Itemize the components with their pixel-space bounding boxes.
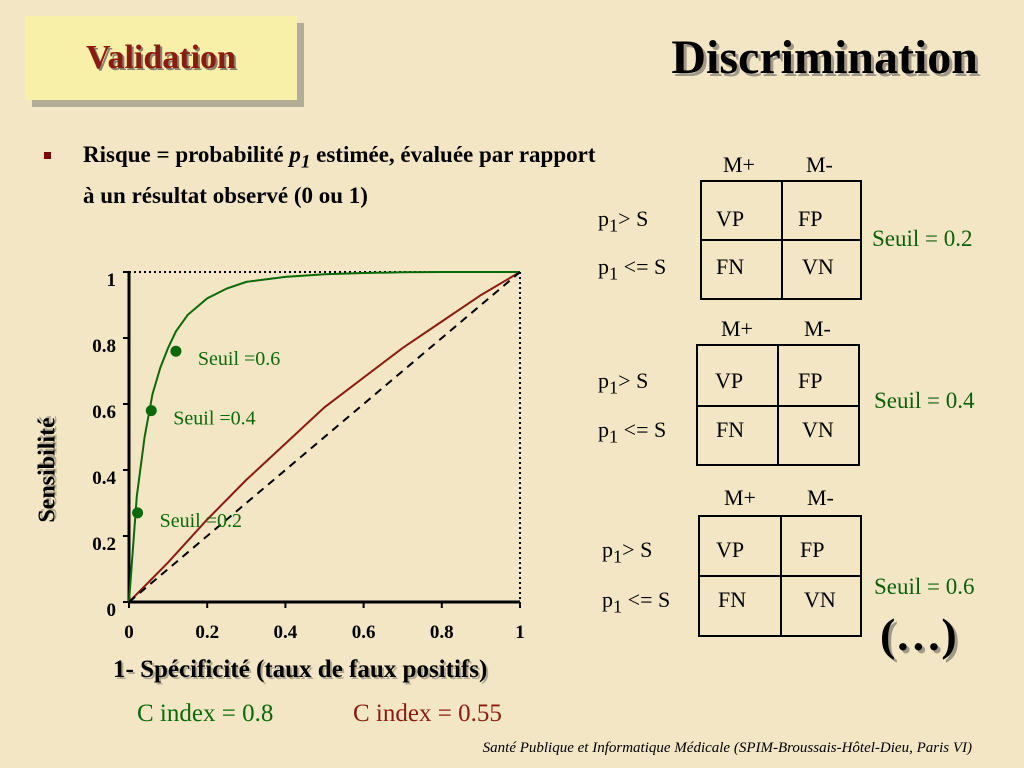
- bullet-square-icon: [44, 152, 51, 159]
- x-tick-label: 1: [515, 622, 525, 643]
- matrix-row-2: p1 <= S: [598, 417, 667, 447]
- matrix-row-1: p1> S: [598, 368, 649, 398]
- y-tick-label: 0.6: [92, 402, 116, 423]
- x-tick-label: 0.4: [274, 622, 298, 643]
- slide-title: Discrimination: [671, 31, 978, 84]
- matrix-row-1: p1> S: [602, 537, 653, 567]
- seuil-label-1: Seuil = 0.2: [872, 226, 973, 251]
- bullet-var-sub: 1: [300, 151, 311, 173]
- bullet-var: p: [289, 142, 301, 167]
- matrix-row-2: p1 <= S: [598, 254, 667, 284]
- threshold-label: Seuil =0.6: [198, 348, 280, 370]
- cell-vp: VP: [716, 206, 745, 231]
- threshold-point: [170, 345, 182, 357]
- threshold-label: Seuil =0.4: [173, 408, 255, 430]
- threshold-point: [145, 405, 157, 417]
- y-tick-label: 0.8: [92, 336, 116, 357]
- cell-vn: VN: [802, 254, 834, 279]
- threshold-label: Seuil =0.2: [160, 510, 242, 532]
- ellipsis-text: (…): [880, 609, 957, 660]
- series-line-0: [128, 271, 520, 603]
- series-line-2: [128, 271, 521, 603]
- confusion-matrix-2: M+ M- p1> S p1 <= S VP FP FN VN: [598, 314, 1018, 474]
- cell-vp: VP: [715, 368, 744, 393]
- cell-fp: FP: [798, 368, 823, 393]
- cell-vp: VP: [716, 537, 745, 562]
- matrix-col-pos: M+: [724, 485, 756, 510]
- cell-fn: FN: [716, 254, 745, 279]
- matrix-grid: [700, 180, 862, 300]
- c-index-red: C index = 0.55: [353, 700, 502, 727]
- matrix-col-neg: M-: [804, 316, 831, 341]
- section-badge-label: Validation: [86, 39, 236, 76]
- x-tick-label: 0.8: [430, 622, 454, 643]
- x-tick-label: 0.2: [195, 622, 219, 643]
- x-tick-label: 0.6: [352, 622, 376, 643]
- y-axis-label: Sensibilité: [34, 417, 61, 523]
- cell-fn: FN: [716, 417, 745, 442]
- y-tick-label: 0.4: [92, 468, 116, 489]
- matrix-col-neg: M-: [807, 485, 834, 510]
- matrix-col-pos: M+: [721, 316, 753, 341]
- confusion-matrix-1: M+ M- p1> S p1 <= S VP FP FN VN: [598, 150, 1018, 310]
- y-tick-label: 0.2: [92, 534, 116, 555]
- footer-credit: Santé Publique et Informatique Médicale …: [482, 740, 972, 756]
- matrix-col-neg: M-: [806, 152, 833, 177]
- confusion-matrix-3: M+ M- p1> S p1 <= S VP FP FN VN: [600, 485, 1020, 645]
- x-tick-label: 0: [124, 622, 134, 643]
- x-axis-label: 1- Spécificité (taux de faux positifs): [113, 656, 488, 683]
- seuil-label-3: Seuil = 0.6: [874, 574, 975, 599]
- bullet-prefix: Risque = probabilité: [83, 142, 290, 167]
- bullet-text: Risque = probabilité p1 estimée, évaluée…: [83, 138, 603, 212]
- cell-fp: FP: [800, 537, 825, 562]
- cell-vn: VN: [802, 417, 834, 442]
- y-tick-label: 1: [107, 270, 117, 291]
- c-index-green: C index = 0.8: [137, 700, 274, 727]
- threshold-point: [132, 507, 144, 519]
- cell-vn: VN: [804, 587, 836, 612]
- matrix-grid: [698, 515, 862, 637]
- seuil-label-2: Seuil = 0.4: [874, 388, 975, 413]
- y-tick-label: 0: [107, 600, 117, 621]
- section-badge: Validation: [25, 16, 297, 100]
- matrix-row-2: p1 <= S: [602, 587, 671, 617]
- series-line-1: [128, 271, 521, 603]
- bullet-suffix: estimée, évaluée par rapport à un résult…: [83, 142, 596, 208]
- matrix-grid: [696, 344, 860, 466]
- matrix-row-1: p1> S: [598, 206, 649, 236]
- cell-fn: FN: [718, 587, 747, 612]
- matrix-col-pos: M+: [723, 152, 755, 177]
- cell-fp: FP: [798, 206, 823, 231]
